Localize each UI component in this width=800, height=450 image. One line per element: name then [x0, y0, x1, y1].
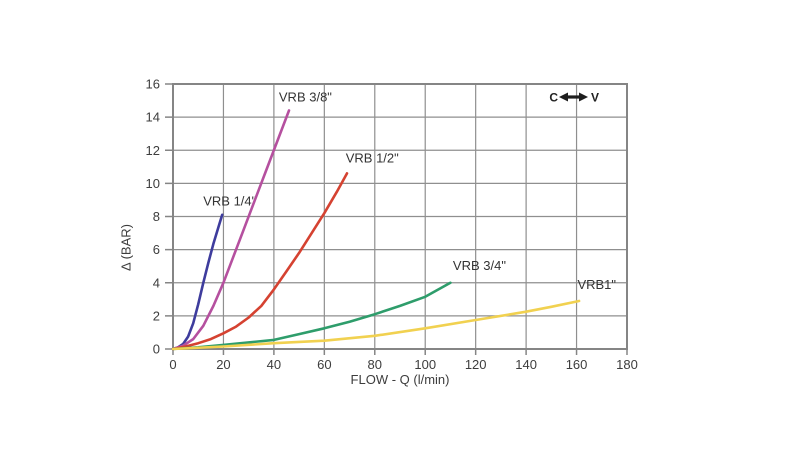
annotation-v-label: V [591, 91, 599, 105]
x-tick-label: 180 [616, 357, 638, 372]
y-tick-label: 4 [153, 275, 160, 290]
double-arrow-icon [579, 92, 588, 102]
y-tick-label: 16 [146, 77, 160, 92]
x-tick-label: 160 [566, 357, 588, 372]
y-tick-label: 8 [153, 209, 160, 224]
double-arrow-icon [559, 92, 568, 102]
series-label: VRB 3/8" [279, 89, 332, 104]
annotation-c-label: C [549, 91, 558, 105]
x-tick-label: 0 [169, 357, 176, 372]
series-curve [171, 109, 291, 351]
y-tick-label: 2 [153, 308, 160, 323]
series-curve [171, 213, 224, 351]
plot-border [172, 83, 628, 350]
series-label: VRB 1/4" [203, 194, 256, 209]
series-label: VRB1" [577, 277, 616, 292]
y-tick-label: 0 [153, 342, 160, 357]
x-tick-label: 40 [267, 357, 281, 372]
x-tick-label: 80 [368, 357, 382, 372]
series-curve [171, 281, 452, 351]
x-axis-title: FLOW - Q (l/min) [350, 372, 450, 387]
series-curve [171, 299, 581, 351]
series-label: VRB 1/2" [346, 151, 399, 166]
x-tick-label: 140 [515, 357, 537, 372]
x-tick-label: 100 [414, 357, 436, 372]
series-curve [171, 172, 349, 351]
y-tick-label: 6 [153, 242, 160, 257]
series-label: VRB 3/4" [453, 258, 506, 273]
y-tick-label: 10 [146, 176, 160, 191]
x-tick-label: 60 [317, 357, 331, 372]
y-tick-label: 12 [146, 143, 160, 158]
y-tick-label: 14 [146, 110, 160, 125]
y-axis-title: Δ (BAR) [118, 224, 134, 272]
x-tick-label: 20 [216, 357, 230, 372]
x-tick-label: 120 [465, 357, 487, 372]
